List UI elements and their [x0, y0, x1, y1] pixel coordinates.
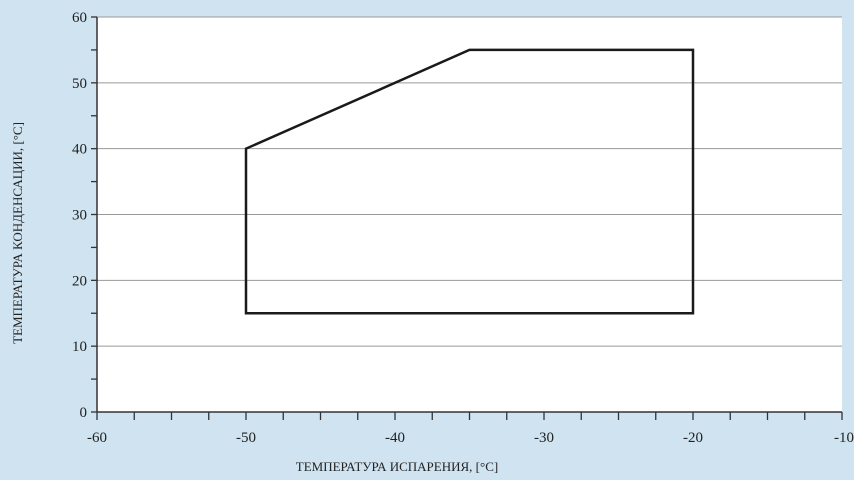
- x-tick-label: -60: [87, 430, 107, 446]
- y-tick-label: 20: [72, 273, 87, 289]
- y-tick-label: 10: [72, 339, 87, 355]
- x-tick-label: -40: [385, 430, 405, 446]
- y-axis-title: ТЕМПЕРАТУРА КОНДЕНСАЦИИ, [°C]: [10, 122, 25, 344]
- x-axis-title: ТЕМПЕРАТУРА ИСПАРЕНИЯ, [°C]: [296, 459, 498, 474]
- y-tick-label: 30: [72, 208, 87, 224]
- y-tick-label: 40: [72, 142, 87, 158]
- y-tick-label: 0: [80, 405, 88, 421]
- y-tick-label: 60: [72, 10, 87, 26]
- x-tick-label: -30: [534, 430, 554, 446]
- x-tick-label: -50: [236, 430, 256, 446]
- x-tick-label: -20: [683, 430, 703, 446]
- y-tick-label: 50: [72, 76, 87, 92]
- x-tick-label: -10: [834, 430, 854, 446]
